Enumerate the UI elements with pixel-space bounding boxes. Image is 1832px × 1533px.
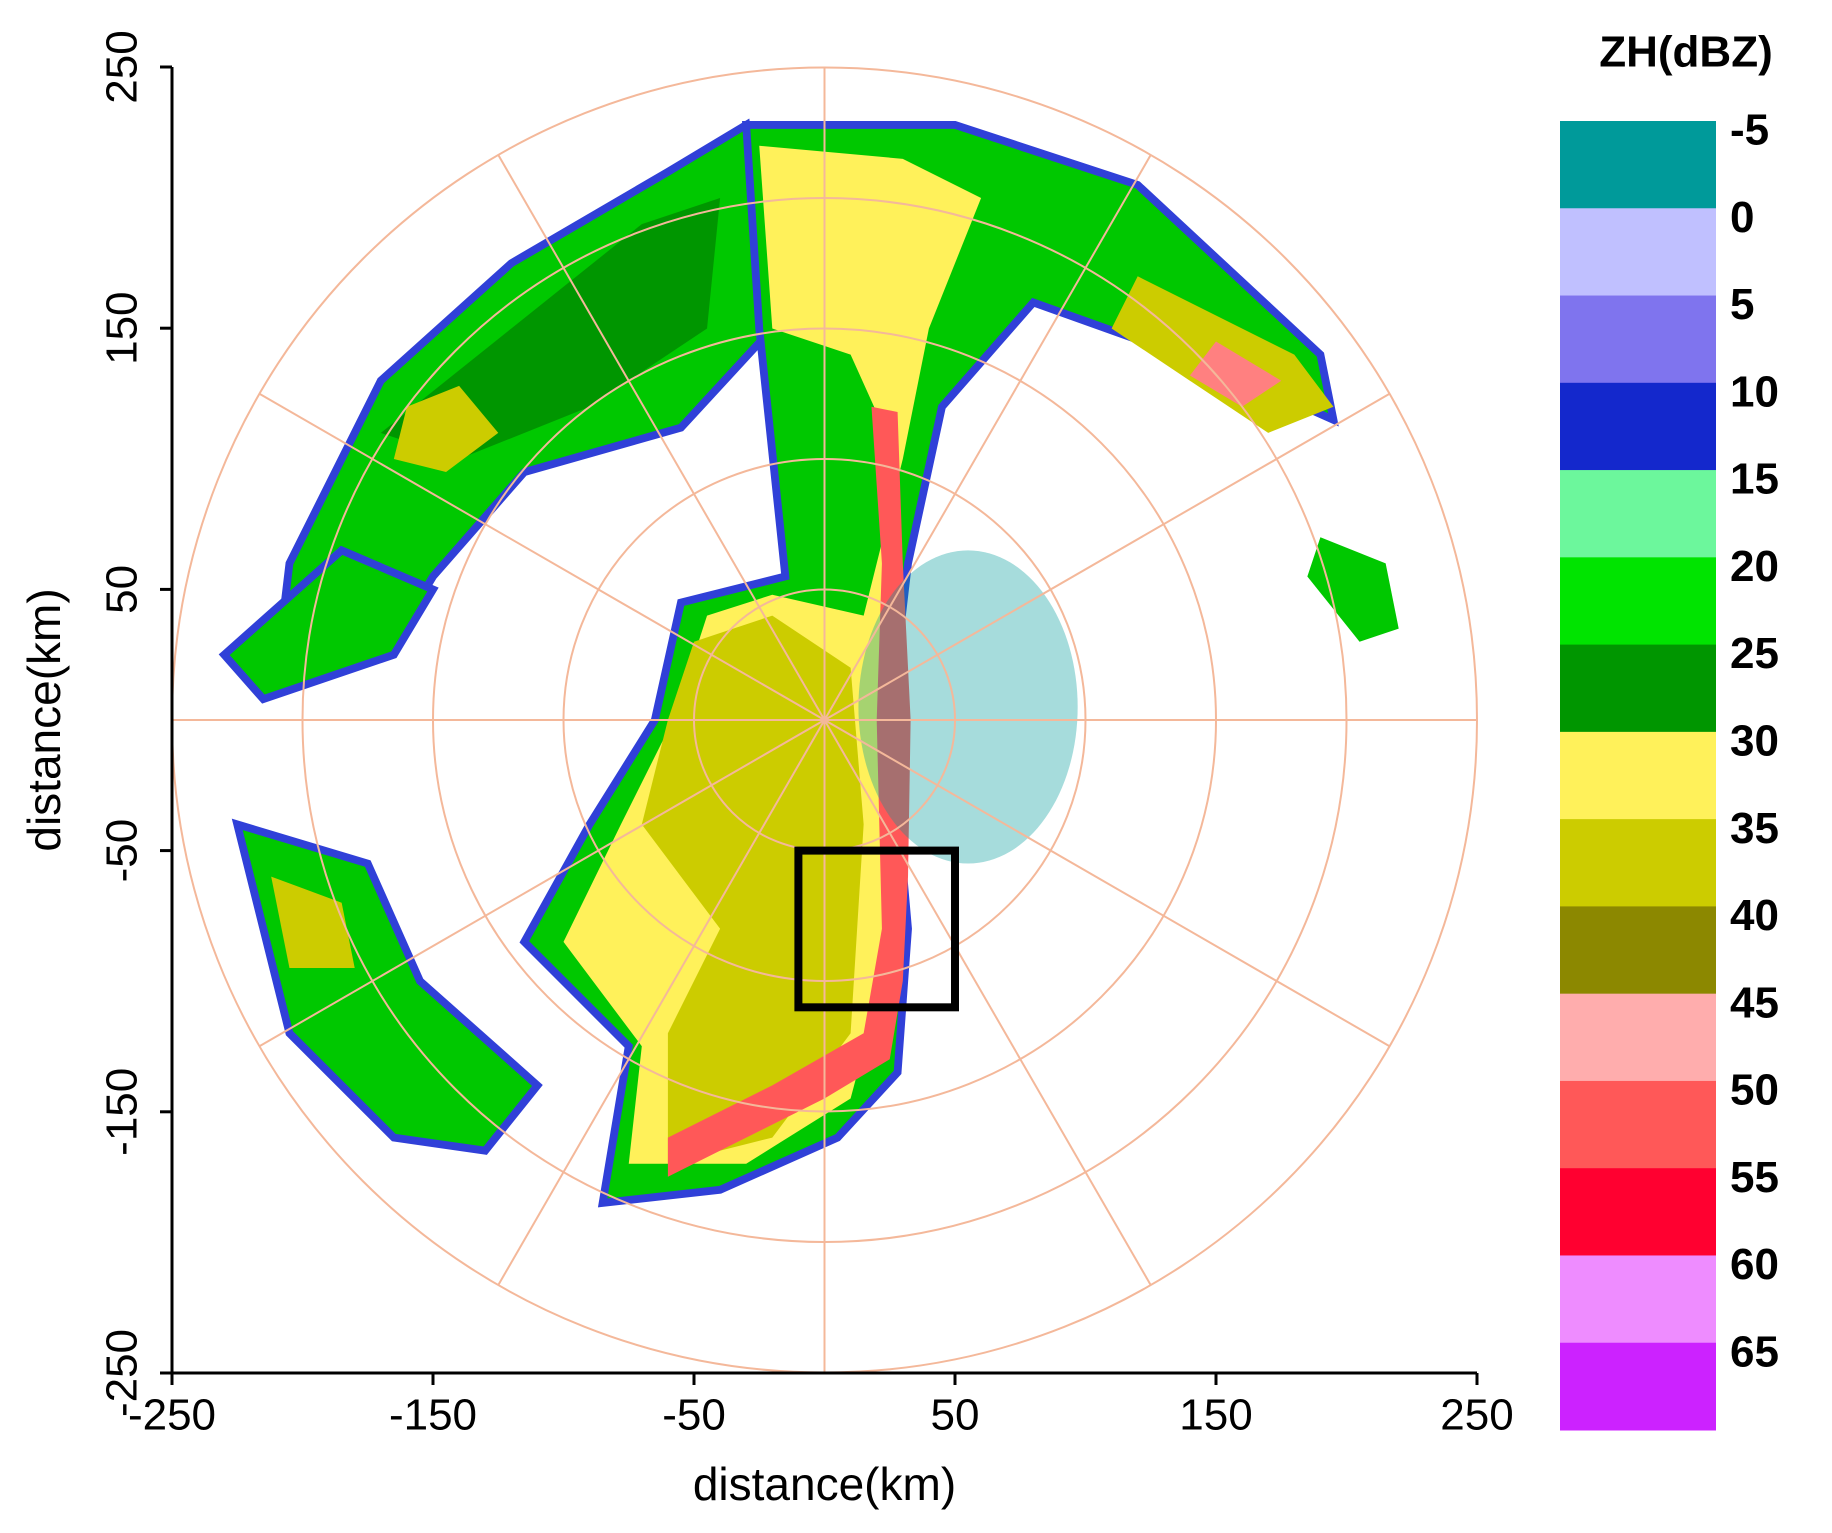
spoke: [497, 719, 826, 1286]
y-tick-label: 250: [98, 30, 147, 103]
colorbar-swatch: [1560, 121, 1716, 209]
colorbar-swatch: [1560, 819, 1716, 907]
y-tick-label: -150: [98, 1068, 147, 1156]
colorbar-label: 10: [1730, 367, 1779, 416]
colorbar-label: 65: [1730, 1327, 1779, 1376]
y-tick-label: -50: [98, 819, 147, 883]
spoke: [258, 719, 826, 1048]
colorbar-title: ZH(dBZ): [1599, 28, 1773, 77]
colorbar-label: 15: [1730, 455, 1779, 504]
colorbar-swatch: [1560, 382, 1716, 471]
spoke: [823, 719, 1152, 1286]
x-tick-label: 150: [1179, 1391, 1252, 1440]
colorbar-label: 40: [1730, 891, 1779, 940]
x-tick-label: 250: [1440, 1391, 1513, 1440]
spoke: [823, 719, 1391, 1048]
colorbar-label: 55: [1730, 1153, 1779, 1202]
echo-region: [858, 550, 1078, 864]
spoke: [258, 392, 826, 721]
x-axis-label: distance(km): [693, 1458, 956, 1510]
y-axis-label: distance(km): [18, 588, 70, 851]
colorbar-swatch: [1560, 557, 1716, 646]
y-tick-label: 50: [98, 565, 147, 614]
colorbar-label: 50: [1730, 1066, 1779, 1115]
colorbar-swatch: [1560, 906, 1716, 995]
colorbar-label: 0: [1730, 193, 1754, 242]
colorbar-swatch: [1560, 1080, 1716, 1169]
colorbar-swatch: [1560, 295, 1716, 384]
y-tick-label: 150: [98, 291, 147, 364]
highlight-box: [794, 846, 960, 1012]
echo-region: [667, 406, 911, 1177]
colorbar-label: 25: [1730, 629, 1779, 678]
echo-region: [393, 385, 499, 473]
echo-region: [231, 818, 543, 1155]
colorbar-label: 30: [1730, 716, 1779, 765]
colorbar-swatch: [1560, 644, 1716, 733]
colorbar-label: 35: [1730, 804, 1779, 853]
colorbar-swatch: [1560, 1342, 1716, 1431]
colorbar-swatch: [1560, 731, 1716, 820]
x-tick-label: -250: [128, 1391, 216, 1440]
y-tick-label: -250: [98, 1329, 147, 1417]
echo-region: [218, 545, 439, 704]
echo-region: [1189, 341, 1282, 407]
plot-area: [171, 66, 1478, 1374]
reflectivity-field: [218, 118, 1399, 1208]
x-tick-label: -150: [389, 1391, 477, 1440]
colorbar-label: 5: [1730, 280, 1754, 329]
echo-region: [271, 876, 355, 968]
colorbar-swatch: [1560, 1255, 1716, 1344]
spoke: [497, 154, 826, 721]
colorbar-swatch: [1560, 1168, 1716, 1256]
colorbar-swatch: [1560, 993, 1716, 1082]
colorbar-label: 60: [1730, 1240, 1779, 1289]
x-tick-label: -50: [662, 1391, 726, 1440]
colorbar-swatch: [1560, 470, 1716, 558]
spoke: [823, 154, 1152, 721]
colorbar-label: 20: [1730, 542, 1779, 591]
x-tick-label: 50: [931, 1391, 980, 1440]
colorbar-label: 45: [1730, 978, 1779, 1027]
echo-region: [1307, 537, 1399, 642]
colorbar-swatch: [1560, 208, 1716, 297]
spoke: [823, 392, 1391, 721]
colorbar-label: -5: [1730, 106, 1769, 155]
